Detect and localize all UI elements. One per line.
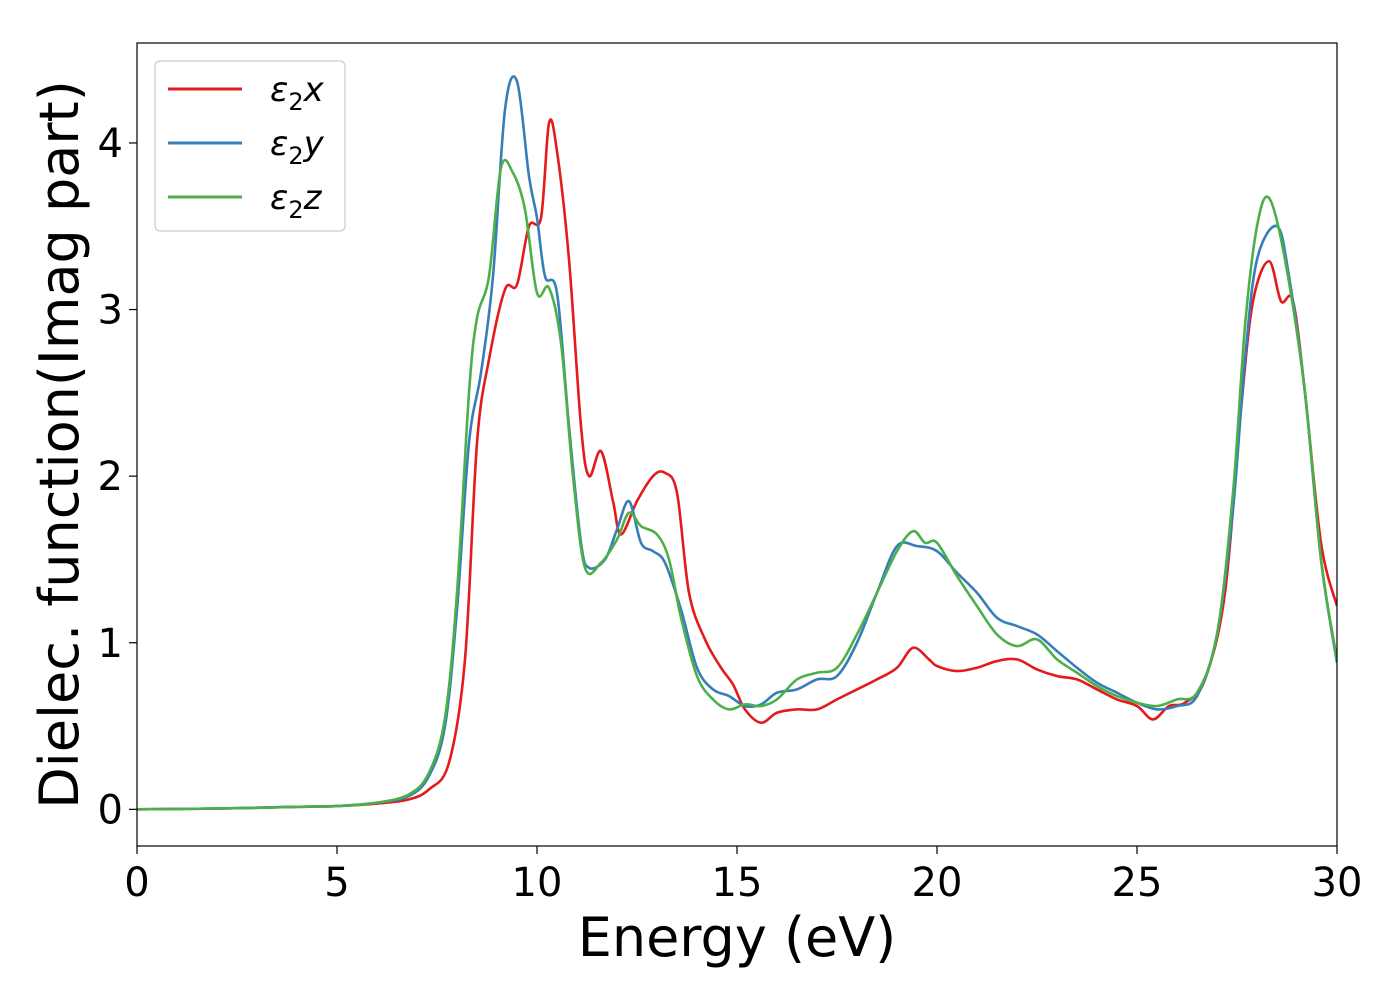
x-tick-label: 25 (1112, 860, 1163, 906)
x-axis-title: Energy (eV) (578, 906, 897, 969)
x-tick-label: 15 (712, 860, 763, 906)
legend-box (154, 60, 346, 232)
y-tick-label: 1 (98, 621, 123, 667)
y-axis-ticks: 0 1 2 3 4 (98, 121, 137, 833)
series-line-y (137, 75, 1337, 811)
x-tick-label: 30 (1312, 860, 1363, 906)
y-tick-label: 2 (98, 454, 123, 500)
y-tick-label: 4 (98, 121, 123, 167)
series-layer (137, 75, 1337, 811)
x-tick-label: 5 (324, 860, 349, 906)
series-line-z (137, 158, 1337, 811)
legend-label-z: ε2z (270, 178, 323, 224)
legend: ε2x ε2y ε2z (154, 60, 346, 232)
x-axis-ticks: 0 5 10 15 20 25 30 (124, 846, 1362, 906)
legend-label-y: ε2y (270, 124, 325, 170)
y-tick-label: 3 (98, 288, 123, 334)
x-tick-label: 0 (124, 860, 149, 906)
x-tick-label: 20 (912, 860, 963, 906)
legend-label-x: ε2x (270, 70, 325, 116)
y-axis-title: Dielec. function(Imag part) (28, 80, 91, 809)
x-tick-label: 10 (512, 860, 563, 906)
y-tick-label: 0 (98, 787, 123, 833)
